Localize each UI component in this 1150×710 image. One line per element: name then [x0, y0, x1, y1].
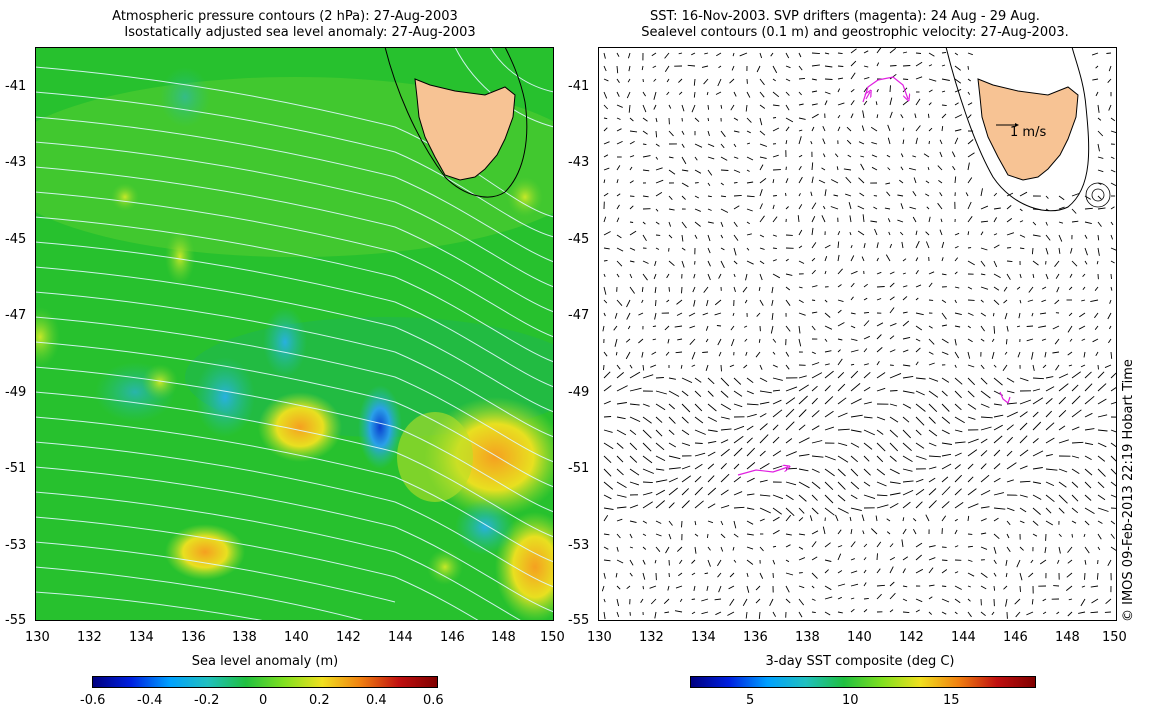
left-cbtick: 0	[259, 693, 268, 708]
left-ytick: -41	[5, 79, 27, 94]
right-xtick: 146	[1003, 630, 1028, 645]
right-xtick: 132	[639, 630, 664, 645]
left-xtick: 142	[336, 630, 361, 645]
left-xtick: 136	[181, 630, 206, 645]
right-title-line2: Sealevel contours (0.1 m) and geostrophi…	[641, 25, 1069, 40]
left-xtick: 146	[440, 630, 465, 645]
left-xtick: 150	[540, 630, 565, 645]
tasmania-land	[414, 78, 516, 181]
right-ytick: -47	[568, 308, 590, 323]
right-cbtick: 15	[943, 693, 960, 708]
left-xtick: 138	[232, 630, 257, 645]
left-ytick: -51	[5, 461, 27, 476]
right-xtick: 144	[951, 630, 976, 645]
left-xtick: 132	[77, 630, 102, 645]
geostrophic-velocity-map	[598, 47, 1117, 621]
left-title-line1: Atmospheric pressure contours (2 hPa): 2…	[112, 9, 458, 24]
imos-credit: © IMOS 09-Feb-2013 22:19 Hobart Time	[1121, 359, 1136, 622]
right-xtick: 150	[1102, 630, 1127, 645]
right-title-line1: SST: 16-Nov-2003. SVP drifters (magenta)…	[650, 9, 1040, 24]
right-xtick: 140	[847, 630, 872, 645]
sea-level-colorbar	[92, 676, 438, 688]
right-xtick: 136	[743, 630, 768, 645]
right-ytick: -41	[568, 79, 590, 94]
velocity-scale-label: 1 m/s	[1010, 125, 1047, 140]
left-xtick: 140	[284, 630, 309, 645]
right-xtick: 134	[691, 630, 716, 645]
right-ytick: -45	[568, 232, 590, 247]
left-cbtick: -0.4	[137, 693, 163, 708]
left-ytick: -47	[5, 308, 27, 323]
sst-colorbar	[690, 676, 1036, 688]
right-cbtick: 10	[842, 693, 859, 708]
right-ytick: -53	[568, 538, 590, 553]
left-ytick: -45	[5, 232, 27, 247]
left-title-line2: Isostatically adjusted sea level anomaly…	[124, 25, 476, 40]
sea-level-anomaly-map	[35, 47, 554, 621]
svp-drifter-tracks	[737, 76, 1011, 476]
left-ytick: -43	[5, 155, 27, 170]
right-xtick: 142	[899, 630, 924, 645]
right-xtick: 138	[795, 630, 820, 645]
left-cbtick: 0.4	[366, 693, 387, 708]
right-ytick: -49	[568, 385, 590, 400]
left-xtick: 148	[491, 630, 516, 645]
right-ytick: -43	[568, 155, 590, 170]
left-xtick: 144	[388, 630, 413, 645]
left-ytick: -55	[5, 613, 27, 628]
right-xtick: 148	[1055, 630, 1080, 645]
right-ytick: -51	[568, 461, 590, 476]
left-cbtick: -0.6	[80, 693, 106, 708]
left-colorbar-title: Sea level anomaly (m)	[191, 654, 339, 669]
left-ytick: -49	[5, 385, 27, 400]
tasmania-land	[977, 78, 1079, 181]
left-xtick: 134	[129, 630, 154, 645]
right-cbtick: 5	[746, 693, 755, 708]
left-cbtick: 0.6	[423, 693, 444, 708]
left-cbtick: 0.2	[309, 693, 330, 708]
right-ytick: -55	[568, 613, 590, 628]
right-colorbar-title: 3-day SST composite (deg C)	[765, 654, 955, 669]
left-xtick: 130	[25, 630, 50, 645]
left-cbtick: -0.2	[194, 693, 220, 708]
right-xtick: 130	[587, 630, 612, 645]
left-ytick: -53	[5, 538, 27, 553]
